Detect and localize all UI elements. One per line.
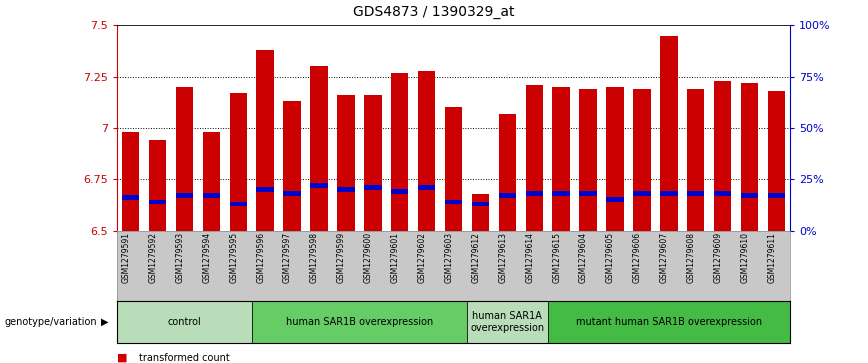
Text: GSM1279599: GSM1279599 — [337, 232, 345, 283]
Text: GSM1279610: GSM1279610 — [740, 232, 750, 283]
Bar — [391, 189, 409, 194]
Text: human SAR1B overexpression: human SAR1B overexpression — [286, 317, 433, 327]
Text: GSM1279614: GSM1279614 — [525, 232, 535, 283]
Bar — [552, 87, 570, 231]
Bar — [687, 191, 705, 196]
Text: GSM1279604: GSM1279604 — [579, 232, 589, 283]
Bar — [117, 301, 252, 343]
Bar — [202, 193, 220, 198]
Text: GSM1279594: GSM1279594 — [202, 232, 212, 283]
Bar — [740, 83, 759, 231]
Bar — [364, 185, 382, 190]
Bar — [633, 89, 651, 231]
Text: GSM1279605: GSM1279605 — [606, 232, 615, 283]
Bar — [337, 95, 355, 231]
Bar — [660, 191, 678, 196]
Bar — [202, 132, 220, 231]
Bar — [175, 193, 194, 198]
Text: GSM1279602: GSM1279602 — [418, 232, 427, 283]
Text: GSM1279592: GSM1279592 — [148, 232, 158, 283]
Text: GSM1279601: GSM1279601 — [391, 232, 400, 283]
Text: ■: ■ — [117, 352, 128, 363]
Text: control: control — [168, 317, 201, 327]
Bar — [229, 201, 247, 206]
Text: GSM1279613: GSM1279613 — [498, 232, 507, 283]
Bar — [391, 73, 409, 231]
Bar — [740, 193, 759, 198]
Text: GSM1279603: GSM1279603 — [444, 232, 454, 283]
Bar — [122, 195, 140, 200]
Text: GSM1279591: GSM1279591 — [122, 232, 131, 283]
Bar — [148, 200, 167, 204]
Bar — [310, 66, 328, 231]
Bar — [713, 81, 732, 231]
Text: transformed count: transformed count — [139, 352, 230, 363]
Text: GSM1279607: GSM1279607 — [660, 232, 669, 283]
Text: GSM1279595: GSM1279595 — [229, 232, 238, 283]
Text: GSM1279615: GSM1279615 — [552, 232, 562, 283]
Bar — [148, 140, 167, 231]
Bar — [713, 191, 732, 196]
Bar — [283, 101, 301, 231]
Bar — [229, 93, 247, 231]
Bar — [498, 193, 516, 198]
Text: GSM1279606: GSM1279606 — [633, 232, 641, 283]
Text: GSM1279612: GSM1279612 — [471, 232, 481, 283]
Bar — [606, 87, 624, 231]
Bar — [364, 95, 382, 231]
Text: ▶: ▶ — [101, 317, 108, 327]
Bar — [548, 301, 790, 343]
Bar — [471, 193, 490, 231]
Bar — [283, 191, 301, 196]
Bar — [525, 85, 543, 231]
Bar — [525, 191, 543, 196]
Bar — [767, 193, 786, 198]
Text: GSM1279598: GSM1279598 — [310, 232, 319, 283]
Bar — [310, 183, 328, 188]
Text: GSM1279609: GSM1279609 — [713, 232, 722, 283]
Text: GSM1279600: GSM1279600 — [364, 232, 373, 283]
Text: GDS4873 / 1390329_at: GDS4873 / 1390329_at — [353, 5, 515, 20]
Text: GSM1279596: GSM1279596 — [256, 232, 266, 283]
Bar — [498, 114, 516, 231]
Text: GSM1279608: GSM1279608 — [687, 232, 696, 283]
Bar — [256, 187, 274, 192]
Bar — [471, 201, 490, 206]
Bar — [633, 191, 651, 196]
Text: mutant human SAR1B overexpression: mutant human SAR1B overexpression — [575, 317, 762, 327]
Bar — [418, 70, 436, 231]
Bar — [418, 185, 436, 190]
Text: human SAR1A
overexpression: human SAR1A overexpression — [470, 311, 544, 333]
Bar — [252, 301, 467, 343]
Bar — [552, 191, 570, 196]
Bar — [606, 197, 624, 202]
Bar — [337, 187, 355, 192]
Bar — [444, 200, 463, 204]
Text: genotype/variation: genotype/variation — [4, 317, 97, 327]
Bar — [175, 87, 194, 231]
Bar — [767, 91, 786, 231]
Text: GSM1279593: GSM1279593 — [175, 232, 185, 283]
Text: GSM1279611: GSM1279611 — [767, 232, 777, 283]
Bar — [467, 301, 548, 343]
Text: GSM1279597: GSM1279597 — [283, 232, 292, 283]
Bar — [687, 89, 705, 231]
Bar — [256, 50, 274, 231]
Bar — [579, 89, 597, 231]
Bar — [660, 36, 678, 231]
Bar — [122, 132, 140, 231]
Bar — [444, 107, 463, 231]
Bar — [579, 191, 597, 196]
